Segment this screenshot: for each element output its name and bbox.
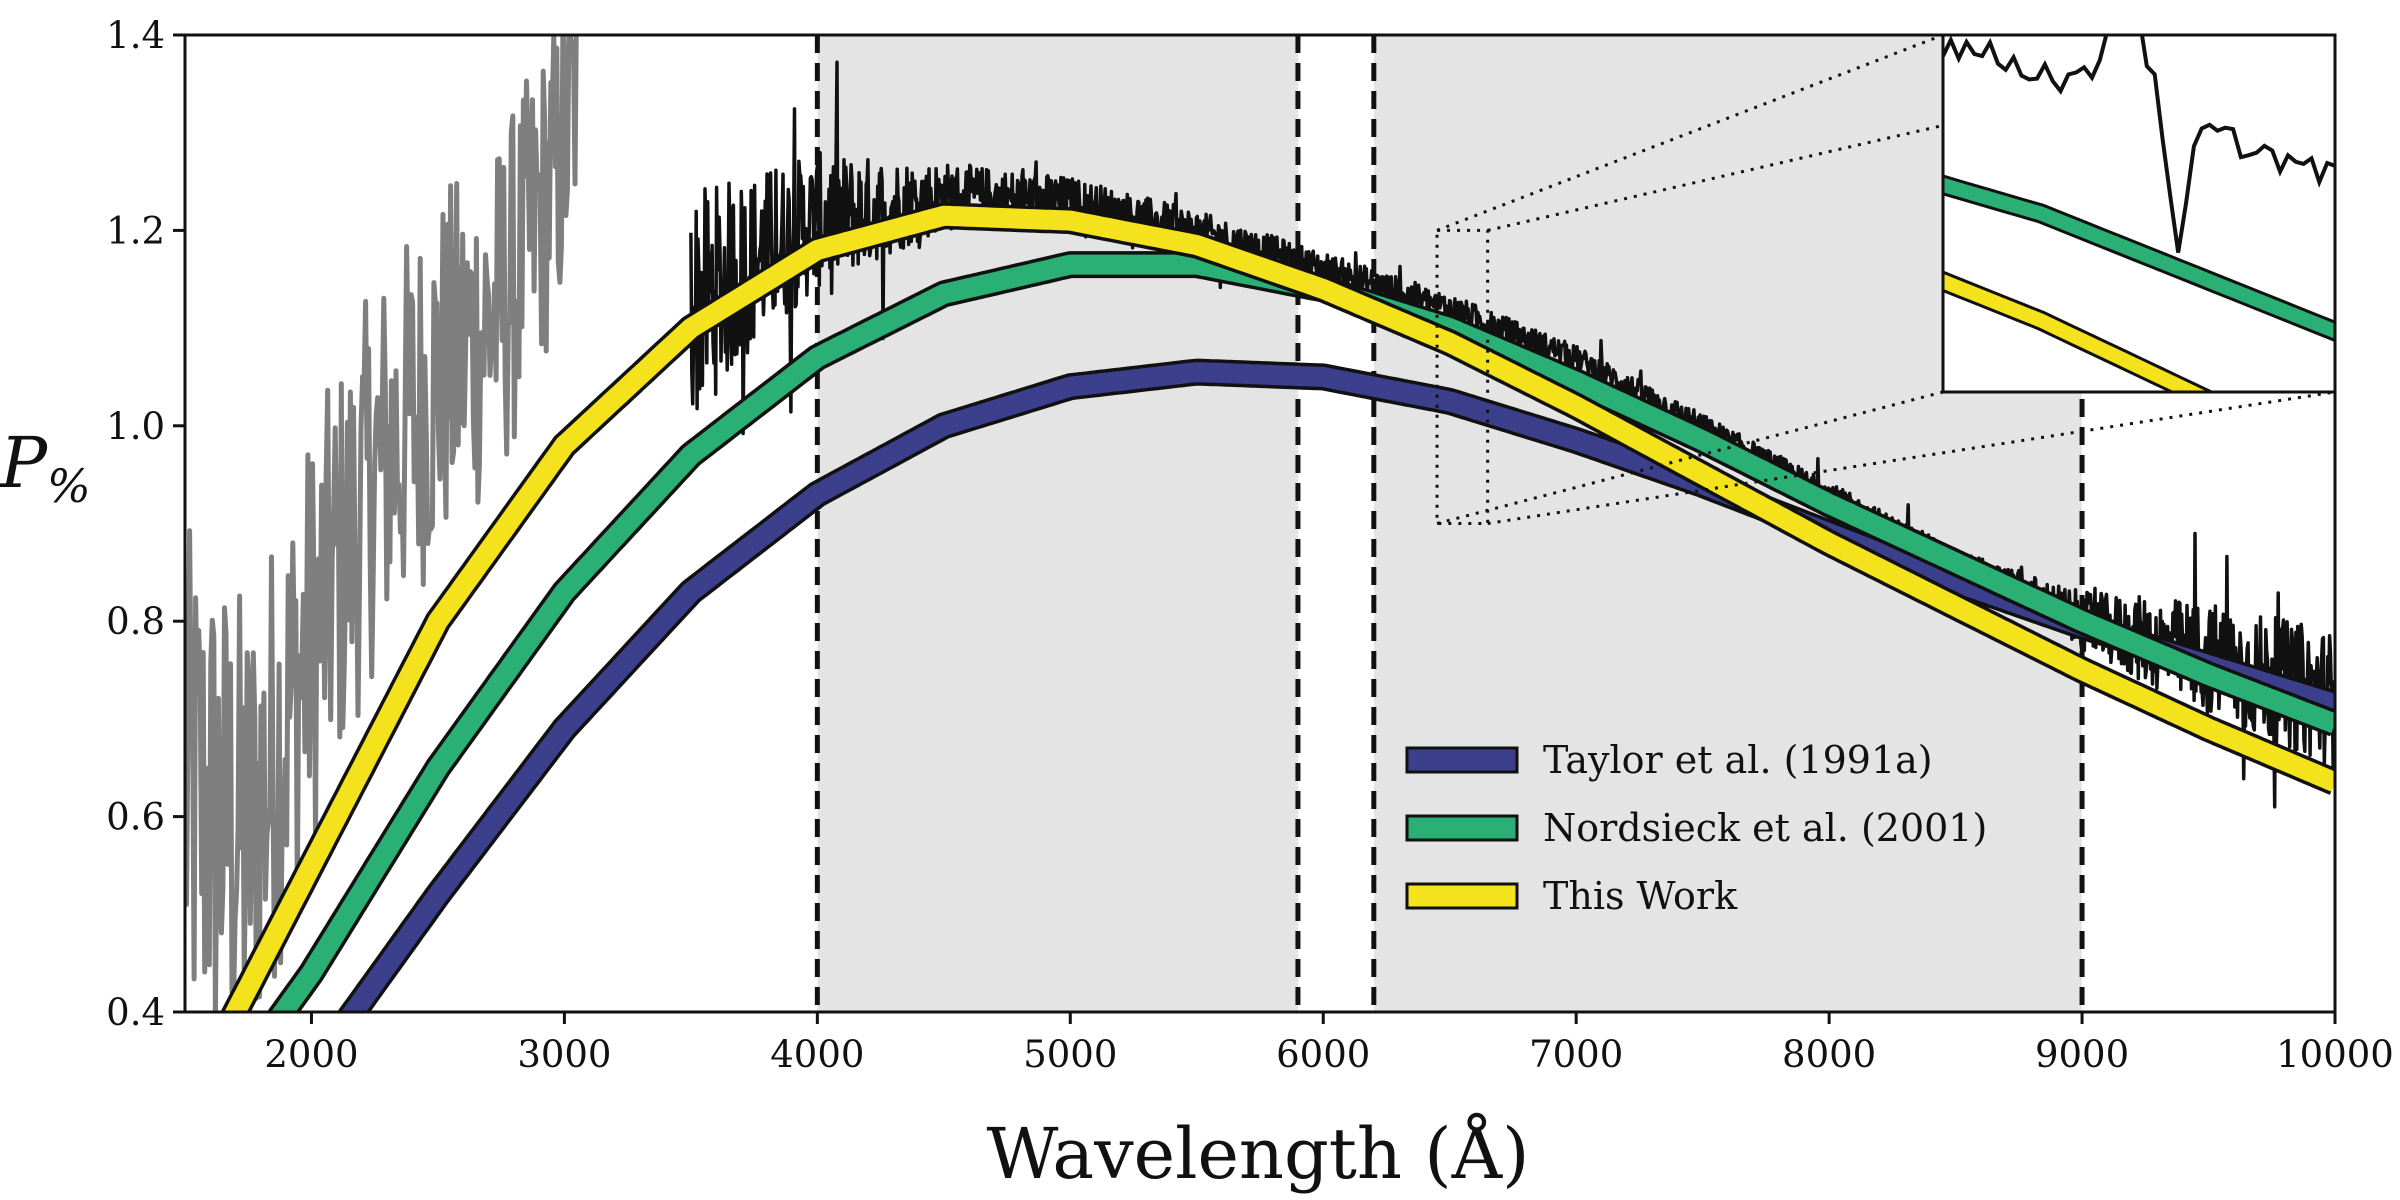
y-tick-label-1: 0.6 bbox=[106, 796, 165, 839]
x-tick-label-4000: 4000 bbox=[770, 1033, 864, 1076]
legend-swatch-taylor bbox=[1405, 746, 1519, 774]
x-tick-label-5000: 5000 bbox=[1023, 1033, 1117, 1076]
svg-text:%: % bbox=[47, 459, 91, 513]
y-axis-title: P % bbox=[0, 422, 91, 513]
x-tick-label-9000: 9000 bbox=[2035, 1033, 2129, 1076]
model-bands bbox=[220, 202, 2335, 1012]
x-tick-label-8000: 8000 bbox=[1782, 1033, 1876, 1076]
legend-label-nordsieck: Nordsieck et al. (2001) bbox=[1543, 806, 1987, 850]
x-axis-ticks: 2000 3000 4000 5000 6000 7000 8000 9000 10000 bbox=[264, 1012, 2394, 1076]
zoom-connector-2 bbox=[1436, 390, 1944, 525]
legend: Taylor et al. (1991a) Nordsieck et al. (… bbox=[1405, 738, 1987, 918]
legend-swatch-this-work bbox=[1405, 882, 1519, 910]
y-tick-label-4: 1.2 bbox=[106, 209, 165, 252]
inset-zoom-panel bbox=[1941, 33, 2337, 394]
legend-label-this-work: This Work bbox=[1543, 874, 1738, 918]
legend-label-taylor: Taylor et al. (1991a) bbox=[1543, 738, 1933, 782]
x-axis-title: Wavelength (Å) bbox=[987, 1113, 1530, 1195]
y-tick-label-5: 1.4 bbox=[106, 14, 165, 57]
vertical-dashed-lines bbox=[814, 35, 2085, 1012]
legend-entry-nordsieck: Nordsieck et al. (2001) bbox=[1405, 806, 1987, 850]
legend-entry-this-work: This Work bbox=[1405, 874, 1738, 918]
inset-band-nordsieck bbox=[1943, 177, 2335, 339]
zoom-rectangle bbox=[1435, 228, 1490, 525]
y-tick-label-0: 0.4 bbox=[106, 991, 165, 1034]
zoom-connector-0 bbox=[1436, 33, 1944, 232]
x-tick-label-7000: 7000 bbox=[1529, 1033, 1623, 1076]
x-tick-label-2000: 2000 bbox=[264, 1033, 358, 1076]
y-tick-label-2: 0.8 bbox=[106, 600, 165, 643]
inset-band-this-work bbox=[1943, 273, 2209, 392]
x-tick-label-10000: 10000 bbox=[2276, 1033, 2394, 1076]
legend-entry-taylor: Taylor et al. (1991a) bbox=[1405, 738, 1933, 782]
inset-background bbox=[1943, 35, 2335, 392]
y-axis-ticks: 0.4 0.6 0.8 1.0 1.2 1.4 bbox=[106, 14, 185, 1034]
zoom-connector-3 bbox=[1487, 390, 2336, 525]
legend-swatch-nordsieck bbox=[1405, 814, 1519, 842]
axes-frame bbox=[183, 33, 2337, 1014]
x-tick-label-3000: 3000 bbox=[517, 1033, 611, 1076]
band-this-work bbox=[224, 205, 2335, 1012]
shaded-region-0 bbox=[817, 35, 1298, 1012]
y-tick-label-3: 1.0 bbox=[106, 405, 165, 448]
observed-spectrum-uv bbox=[185, 35, 579, 1012]
band-taylor bbox=[341, 362, 2335, 1012]
x-tick-label-6000: 6000 bbox=[1276, 1033, 1370, 1076]
zoom-indicator bbox=[1435, 33, 2336, 525]
inset-observed-spectrum bbox=[1943, 35, 2335, 253]
svg-text:P: P bbox=[0, 422, 49, 504]
